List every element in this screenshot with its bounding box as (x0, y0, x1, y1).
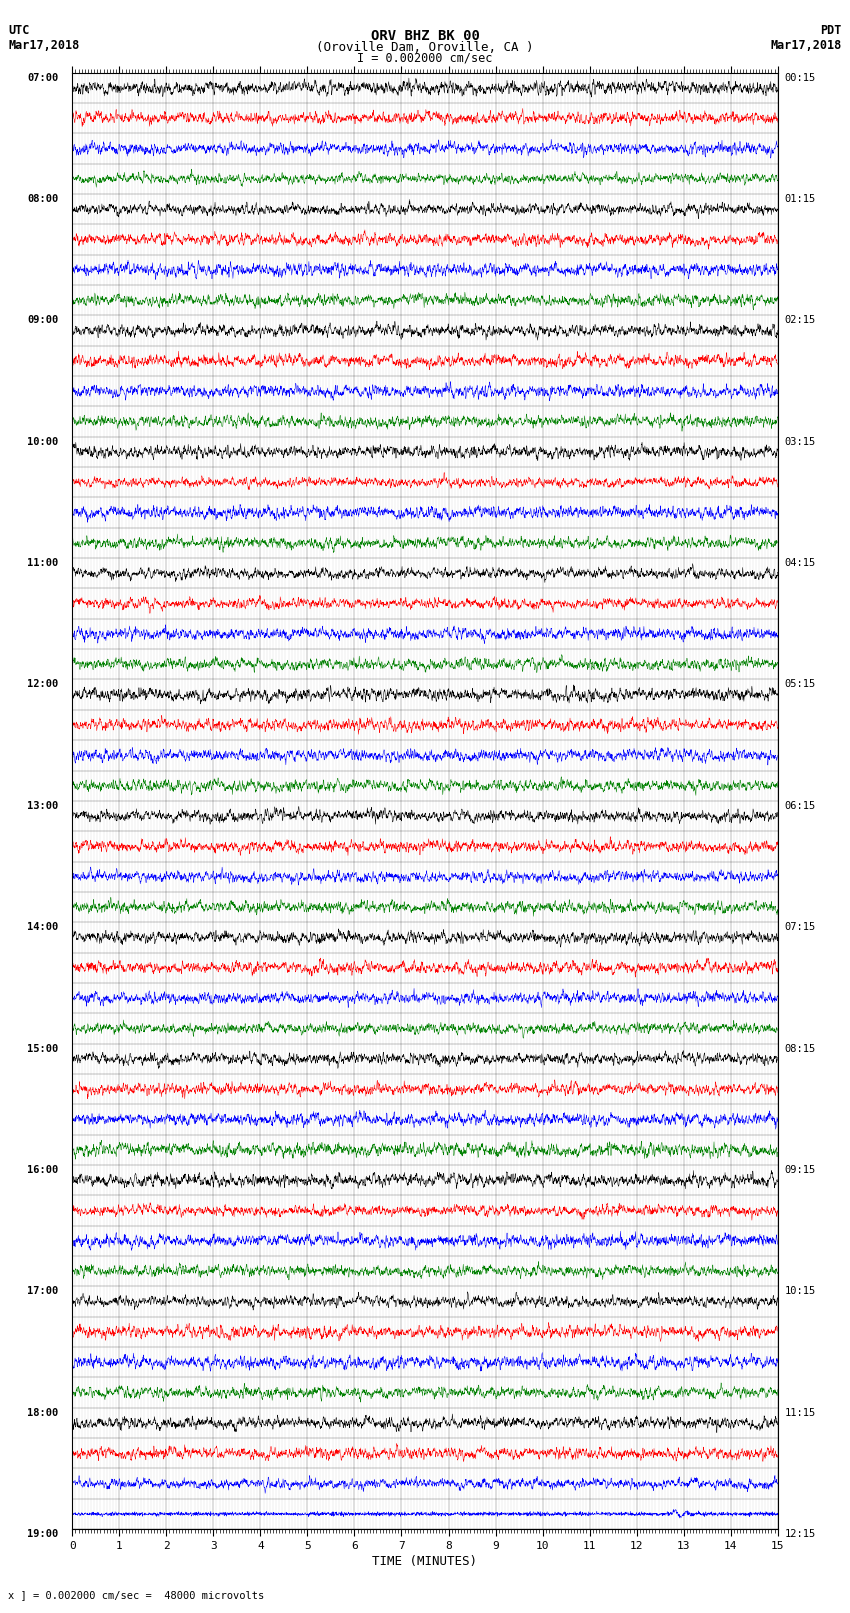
Text: 11:15: 11:15 (785, 1408, 816, 1418)
X-axis label: TIME (MINUTES): TIME (MINUTES) (372, 1555, 478, 1568)
Text: Mar17,2018: Mar17,2018 (8, 39, 80, 52)
Text: 00:15: 00:15 (785, 73, 816, 82)
Text: 19:00: 19:00 (27, 1529, 58, 1539)
Text: 06:15: 06:15 (785, 802, 816, 811)
Text: 13:00: 13:00 (27, 802, 58, 811)
Text: 05:15: 05:15 (785, 679, 816, 689)
Text: 08:00: 08:00 (27, 194, 58, 203)
Text: PDT: PDT (820, 24, 842, 37)
Text: 12:00: 12:00 (27, 679, 58, 689)
Text: 12:15: 12:15 (785, 1529, 816, 1539)
Text: 03:15: 03:15 (785, 437, 816, 447)
Text: 10:15: 10:15 (785, 1287, 816, 1297)
Text: 09:00: 09:00 (27, 316, 58, 326)
Text: 01:15: 01:15 (785, 194, 816, 203)
Text: 16:00: 16:00 (27, 1165, 58, 1174)
Text: 18:00: 18:00 (27, 1408, 58, 1418)
Text: ORV BHZ BK 00: ORV BHZ BK 00 (371, 29, 479, 44)
Text: (Oroville Dam, Oroville, CA ): (Oroville Dam, Oroville, CA ) (316, 40, 534, 53)
Text: 11:00: 11:00 (27, 558, 58, 568)
Text: 15:00: 15:00 (27, 1044, 58, 1053)
Text: 10:00: 10:00 (27, 437, 58, 447)
Text: 07:00: 07:00 (27, 73, 58, 82)
Text: 17:00: 17:00 (27, 1287, 58, 1297)
Text: 09:15: 09:15 (785, 1165, 816, 1174)
Text: 02:15: 02:15 (785, 316, 816, 326)
Text: Mar17,2018: Mar17,2018 (770, 39, 842, 52)
Text: 04:15: 04:15 (785, 558, 816, 568)
Text: 07:15: 07:15 (785, 923, 816, 932)
Text: x ] = 0.002000 cm/sec =  48000 microvolts: x ] = 0.002000 cm/sec = 48000 microvolts (8, 1590, 264, 1600)
Text: I = 0.002000 cm/sec: I = 0.002000 cm/sec (357, 52, 493, 65)
Text: 08:15: 08:15 (785, 1044, 816, 1053)
Text: 14:00: 14:00 (27, 923, 58, 932)
Text: UTC: UTC (8, 24, 30, 37)
